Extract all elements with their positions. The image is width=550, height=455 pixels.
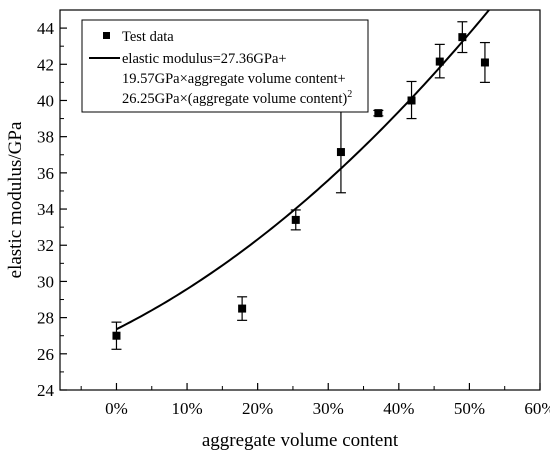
data-point — [458, 33, 467, 42]
data-point — [374, 109, 383, 118]
y-tick-label: 28 — [37, 309, 54, 328]
x-tick-label: 20% — [242, 399, 273, 418]
data-point — [407, 96, 416, 105]
data-point — [112, 331, 121, 340]
legend-box — [81, 19, 369, 113]
legend-marker-test-data — [103, 32, 110, 39]
x-tick-label: 50% — [454, 399, 485, 418]
y-tick-label: 42 — [37, 55, 54, 74]
y-tick-label: 40 — [37, 91, 54, 110]
legend-label-fit-line-2: 19.57GPa×aggregate volume content+ — [122, 71, 346, 87]
y-tick-label: 44 — [37, 19, 55, 38]
y-tick-label: 32 — [37, 236, 54, 255]
legend: Test data elastic modulus=27.36GPa+ 19.5… — [81, 19, 369, 113]
legend-label-fit-line-3: 26.25GPa×(aggregate volume content)2 — [122, 89, 352, 107]
y-axis-title: elastic modulus/GPa — [5, 121, 26, 278]
y-tick-label: 30 — [37, 272, 54, 291]
x-axis-title: aggregate volume content — [202, 430, 399, 451]
data-point — [480, 58, 489, 67]
y-tick-label: 36 — [37, 164, 54, 183]
legend-label-fit-line-3-text: 26.25GPa×(aggregate volume content) — [122, 91, 347, 107]
data-point — [291, 215, 300, 224]
legend-label-fit-superscript: 2 — [347, 89, 352, 100]
data-point — [435, 57, 444, 66]
y-tick-label: 24 — [37, 381, 55, 400]
x-tick-label: 30% — [313, 399, 344, 418]
y-tick-label: 34 — [37, 200, 55, 219]
data-points-layer — [111, 21, 490, 350]
legend-label-test-data: Test data — [122, 29, 174, 45]
plot-area-frame — [59, 9, 541, 391]
y-tick-label: 38 — [37, 128, 54, 147]
fit-curve-layer — [116, 10, 491, 331]
y-tick-label: 26 — [37, 345, 54, 364]
data-point — [238, 304, 247, 313]
x-axis: 0% 10% 20% 30% 40% 50% 60% — [80, 383, 550, 418]
x-tick-label: 10% — [171, 399, 202, 418]
x-tick-label: 40% — [383, 399, 414, 418]
y-axis: 24 26 28 30 32 34 36 38 40 42 44 — [37, 19, 67, 400]
x-tick-label: 60% — [524, 399, 550, 418]
legend-label-fit-line-1: elastic modulus=27.36GPa+ — [122, 51, 287, 67]
fit-curve — [116, 10, 491, 331]
data-point — [336, 148, 345, 157]
x-tick-label: 0% — [105, 399, 128, 418]
